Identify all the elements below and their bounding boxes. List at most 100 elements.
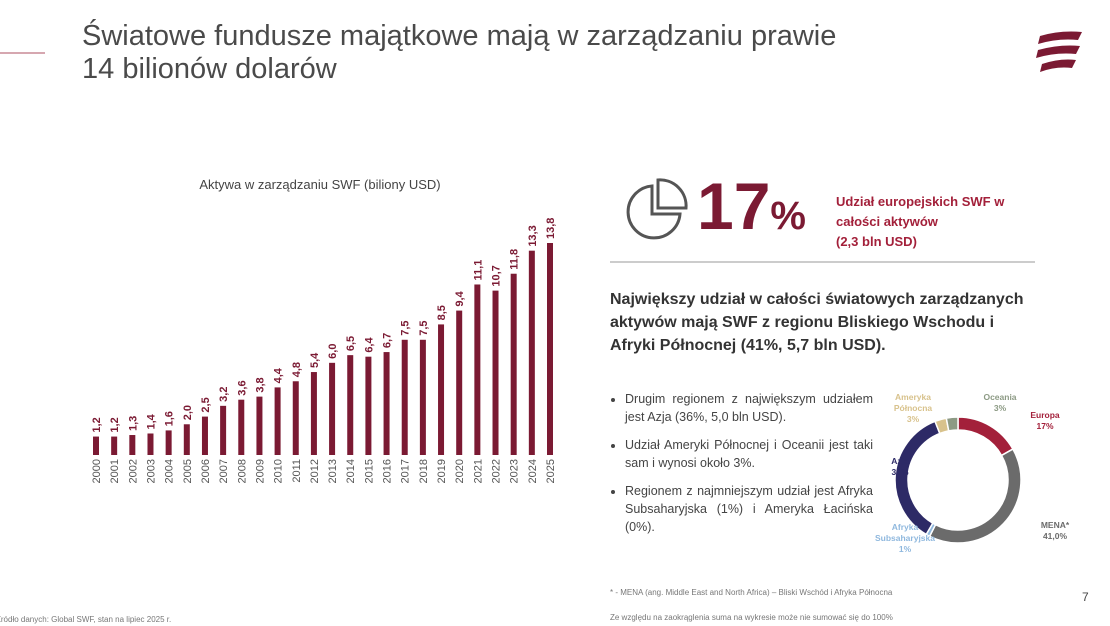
x-tick-label: 2022: [491, 459, 503, 483]
value-label: 10,7: [491, 265, 503, 286]
value-label: 2,0: [182, 405, 194, 420]
chart-title: Aktywa w zarządzaniu SWF (biliony USD): [199, 177, 440, 192]
x-tick-label: 2012: [309, 459, 321, 483]
x-tick-label: 2013: [327, 459, 339, 483]
x-tick-label: 2000: [91, 459, 103, 483]
x-tick-label: 2010: [273, 459, 285, 483]
label-text: Europa: [1030, 410, 1060, 420]
bar: [438, 324, 445, 455]
footnote: Ze względu na zaokrąglenia suma na wykre…: [610, 613, 893, 622]
bar: [492, 290, 499, 455]
value-label: 13,8: [545, 218, 557, 239]
x-tick-label: 2004: [164, 459, 176, 483]
bullets: Drugim regionem z największym udziałem j…: [603, 390, 873, 546]
x-tick-label: 2014: [345, 459, 357, 483]
label-text: 41,0%: [1042, 531, 1068, 541]
label-text: Ameryka Północna: [893, 392, 933, 413]
label-text: 36%: [891, 467, 909, 477]
bar: [383, 352, 390, 455]
value-label: 1,4: [145, 413, 157, 429]
bar: [201, 416, 208, 455]
value-label: 3,6: [236, 380, 248, 395]
value-label: 1,3: [127, 416, 139, 431]
caption-line: Udział europejskich SWF w: [836, 194, 1005, 209]
x-tick-label: 2015: [363, 459, 375, 483]
value-label: 4,8: [291, 362, 303, 377]
footnote: * - MENA (ang. Middle East and North Afr…: [610, 588, 893, 597]
x-tick-label: 2020: [454, 459, 466, 483]
bar: [292, 381, 299, 455]
value-label: 11,8: [509, 249, 521, 270]
x-tick-label: 2025: [545, 459, 557, 483]
pie-icon: [626, 178, 688, 240]
value-label: 3,8: [254, 377, 266, 392]
source: Źródło danych: Global SWF, stan na lipie…: [0, 615, 172, 624]
x-tick-label: 2007: [218, 459, 230, 483]
label-text: 17%: [1036, 421, 1054, 431]
donut-segment: [928, 448, 1022, 544]
bar: [274, 387, 281, 455]
label-text: Afryka Subsaharyjska: [874, 522, 935, 543]
x-tick-label: 2016: [382, 459, 394, 483]
label-text: MENA*: [1040, 520, 1070, 530]
big-stat: 17%: [697, 168, 806, 244]
x-tick-label: 2009: [254, 459, 266, 483]
value-label: 6,0: [327, 344, 339, 359]
value-label: 4,4: [273, 367, 285, 383]
value-label: 6,4: [363, 337, 375, 353]
x-tick-label: 2019: [436, 459, 448, 483]
bar: [419, 339, 426, 455]
x-tick-label: 2011: [291, 459, 303, 483]
bar: [456, 310, 463, 455]
highlight-line: Afryki Północnej (41%, 5,7 bln USD).: [610, 337, 886, 354]
bar: [165, 430, 172, 455]
x-tick-label: 2018: [418, 459, 430, 483]
bullet: Udział Ameryki Północnej i Oceanii jest …: [625, 436, 873, 472]
bar: [238, 399, 245, 455]
stat-caption: Udział europejskich SWF w całości aktywów…: [836, 192, 1004, 252]
x-tick-label: 2021: [472, 459, 484, 483]
x-tick-label: 2006: [200, 459, 212, 483]
title-line: 14 bilionów dolarów: [82, 53, 337, 85]
bar: [474, 284, 481, 455]
donut-label: MENA* 41,0%: [1020, 520, 1090, 542]
x-tick-label: 2005: [182, 459, 194, 483]
bar: [147, 433, 154, 455]
bar: [256, 396, 263, 455]
x-tick-label: 2001: [109, 459, 121, 483]
value-label: 1,2: [91, 417, 103, 432]
bar: [129, 435, 136, 455]
donut-label: Azja 36%: [865, 456, 935, 478]
value-label: 13,3: [527, 225, 539, 246]
page-number: 7: [1082, 590, 1089, 604]
donut-label: Afryka Subsaharyjska 1%: [870, 522, 940, 555]
stat-value: 17: [697, 169, 771, 243]
bar: [329, 362, 336, 455]
stat-unit: %: [770, 194, 806, 238]
x-tick-label: 2008: [236, 459, 248, 483]
bar: [401, 339, 408, 455]
donut-segment: [957, 416, 1014, 457]
donut-label: Europa 17%: [1010, 410, 1080, 432]
bullet: Regionem z najmniejszym udział jest Afry…: [625, 482, 873, 536]
bar: [183, 424, 190, 455]
value-label: 8,5: [436, 305, 448, 320]
bar: [547, 243, 553, 455]
value-label: 9,4: [454, 290, 466, 306]
highlight-line: Największy udział w całości światowych z…: [610, 291, 1024, 308]
value-label: 1,2: [109, 417, 121, 432]
label-text: 3%: [906, 414, 920, 424]
label-text: Oceania: [983, 392, 1017, 402]
value-label: 2,5: [200, 397, 212, 412]
value-label: 5,4: [309, 352, 321, 368]
x-tick-label: 2023: [509, 459, 521, 483]
caption-line: całości aktywów: [836, 214, 938, 229]
value-label: 11,1: [472, 260, 484, 281]
logo: [1036, 31, 1082, 72]
value-label: 6,5: [345, 336, 357, 351]
value-label: 7,5: [400, 320, 412, 335]
donut-label: Ameryka Północna 3%: [878, 392, 948, 425]
highlight: Największy udział w całości światowych z…: [610, 288, 1024, 357]
